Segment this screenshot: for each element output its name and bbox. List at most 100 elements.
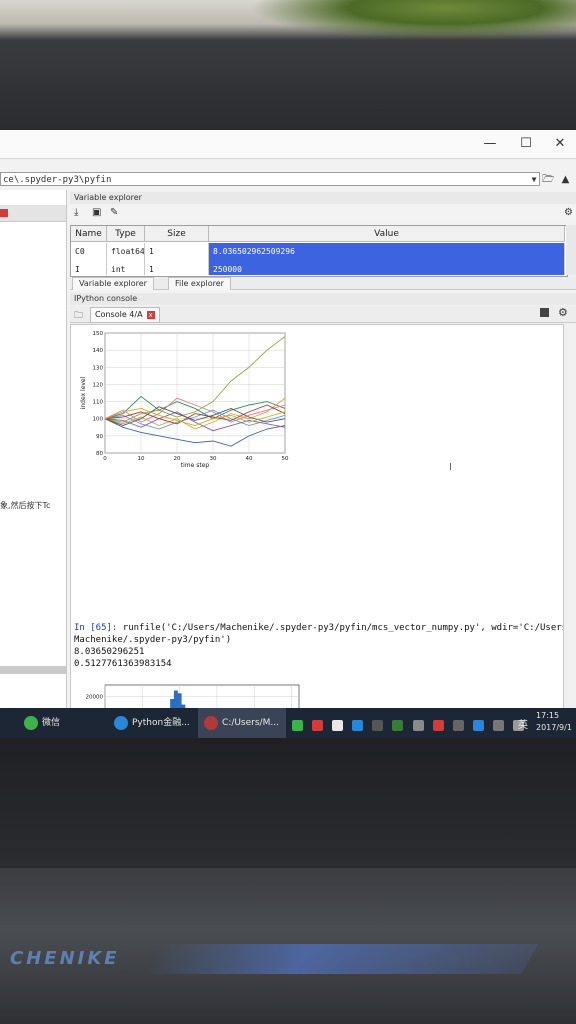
series-line (104, 404, 286, 425)
app-tray-icon[interactable] (412, 720, 424, 731)
plot-area (104, 684, 300, 709)
variable-explorer-title: Variable explorer (70, 192, 576, 204)
system-tray (292, 716, 528, 731)
y-tick-label: 80 (96, 451, 103, 457)
stop-icon[interactable] (540, 308, 549, 317)
volume-icon[interactable] (513, 720, 525, 731)
close-icon[interactable]: x (146, 311, 155, 319)
console-tab-label: Console 4/A (95, 310, 143, 319)
app-tray-icon[interactable] (392, 720, 404, 731)
column-value-header[interactable]: Value (209, 226, 565, 242)
save-icon[interactable]: ▣ (92, 207, 102, 218)
editor-hint-text: 象,然后按下Tc (0, 501, 51, 510)
laptop-body: CHENIKE (0, 868, 576, 1024)
edge-icon (114, 715, 128, 730)
editor-toolbar (0, 205, 66, 222)
y-tick-label: 20000 (86, 694, 104, 700)
tab-file-explorer[interactable]: File explorer (168, 277, 231, 290)
variable-table-scrollbar[interactable] (566, 225, 576, 275)
download-icon[interactable]: ⤓ (74, 207, 79, 218)
row-value-cell[interactable]: 8.036502962509296 (209, 243, 565, 261)
y-tick-label: 130 (93, 365, 104, 371)
chevron-down-icon[interactable]: ▼ (531, 175, 537, 184)
series-line (104, 411, 286, 432)
x-tick-label: 10 (138, 456, 145, 462)
series-line (104, 336, 286, 423)
taskbar-label: 微信 (42, 718, 61, 728)
taskbar-item-browser[interactable]: Python金融... (114, 708, 196, 738)
variable-explorer-toolbar: ⤓ ▣ ✎ ⚙ (70, 206, 576, 222)
column-type-header[interactable]: Type (107, 226, 145, 242)
clock-time: 17:15 (536, 711, 560, 720)
screen: — ☐ ✕ ce\.spyder-py3\pyfin ▼ 🗁 ▲ 象,然后按下T… (0, 130, 576, 738)
command-continuation: Machenike/.spyder-py3/pyfin') (74, 635, 232, 645)
series-line (104, 407, 286, 427)
working-directory-combobox[interactable]: ce\.spyder-py3\pyfin ▼ (0, 172, 540, 186)
output-line: 0.5127761363983154 (74, 659, 172, 669)
app-tray-icon[interactable] (372, 720, 384, 731)
output-line: 8.03650296251 (74, 647, 145, 657)
app-tray-icon[interactable] (352, 720, 364, 731)
close-tab-icon[interactable] (0, 209, 8, 217)
taskbar-item-wechat[interactable]: 微信 (24, 708, 94, 738)
app-tray-icon[interactable] (312, 720, 324, 731)
tab-variable-explorer[interactable]: Variable explorer (72, 277, 154, 290)
folder-icon[interactable]: 🗀 (74, 311, 84, 321)
tab-console[interactable]: Console 4/A x (90, 307, 160, 323)
histogram-bar (173, 690, 178, 709)
folder-icon[interactable]: 🗁 (542, 174, 555, 185)
network-icon[interactable] (472, 720, 484, 731)
series-line (104, 397, 286, 430)
spyder-icon (204, 715, 218, 730)
app-tray-icon[interactable] (432, 720, 444, 731)
eraser-icon[interactable]: ✎ (110, 207, 119, 218)
working-directory-path: ce\.spyder-py3\pyfin (3, 175, 112, 185)
series-line (104, 418, 286, 447)
histogram-chart: 0501001502002500250050007500100001250015… (86, 684, 300, 709)
row-size-cell[interactable]: 1 (145, 261, 209, 275)
row-value-cell[interactable]: 250000 (209, 261, 565, 275)
console-scrollbar[interactable] (564, 324, 576, 708)
row-type-cell[interactable]: int (107, 261, 145, 275)
x-tick-label: 30 (210, 456, 217, 462)
series-line (104, 406, 286, 427)
clock[interactable]: 17:15 2017/9/1 (536, 710, 576, 734)
app-tray-icon[interactable] (452, 720, 464, 731)
window-titlebar: — ☐ ✕ (0, 130, 576, 159)
taskbar-label: Python金融... (132, 718, 190, 728)
row-size-cell[interactable]: 1 (145, 243, 209, 261)
x-tick-label: 40 (246, 456, 253, 462)
input-language[interactable]: 英 (518, 720, 528, 731)
row-name-cell[interactable]: I (71, 261, 107, 275)
ipython-console[interactable]: 0 10 20 30 40 50 80 90 100 110 120 130 140 150 time st… (70, 324, 564, 710)
monitor-bezel-top (0, 40, 576, 130)
minimize-button[interactable]: — (483, 136, 497, 151)
gear-icon[interactable]: ⚙ (558, 306, 568, 319)
maximize-button[interactable]: ☐ (520, 136, 532, 151)
wechat-tray-icon[interactable] (292, 720, 303, 731)
wechat-icon (24, 715, 38, 730)
row-type-cell[interactable]: float64 (107, 243, 145, 261)
column-name-header[interactable]: Name (71, 226, 107, 242)
editor-pane: 象,然后按下Tc (0, 190, 67, 710)
column-size-header[interactable]: Size (145, 226, 209, 242)
x-tick-label: 50 (282, 456, 289, 462)
y-tick-label: 110 (93, 400, 104, 406)
y-tick-label: 100 (93, 417, 104, 423)
input-prompt: In [65]: (74, 623, 118, 633)
series-line (104, 397, 286, 423)
taskbar-item-spyder[interactable]: C:/Users/M... (198, 708, 286, 738)
histogram-bar (181, 704, 186, 709)
row-name-cell[interactable]: C0 (71, 243, 107, 261)
x-axis-label: time step (181, 462, 210, 469)
gear-icon[interactable]: ⚙ (564, 207, 573, 218)
y-tick-label: 150 (93, 331, 104, 337)
close-button[interactable]: ✕ (554, 136, 566, 151)
command-text: runfile('C:/Users/Machenike/.spyder-py3/… (117, 623, 564, 633)
brand-stripe (141, 944, 539, 974)
cloud-tray-icon[interactable] (332, 720, 344, 731)
keyboard-icon[interactable] (492, 720, 504, 731)
up-arrow-icon[interactable]: ▲ (561, 174, 570, 185)
x-tick-label: 20 (174, 456, 181, 462)
ipython-console-title: IPython console (70, 293, 576, 305)
